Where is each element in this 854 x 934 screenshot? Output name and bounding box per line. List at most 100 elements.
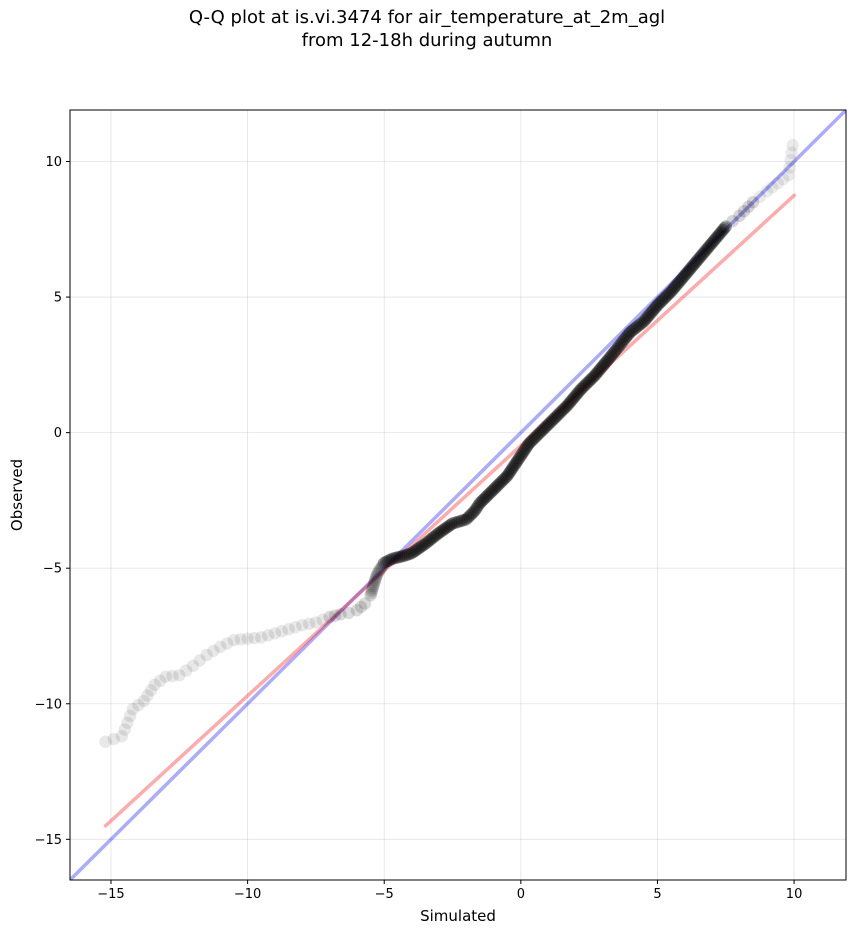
quantile-point <box>547 412 560 426</box>
quantile-point <box>342 606 355 620</box>
quantile-point <box>703 239 716 253</box>
quantile-point <box>561 399 574 412</box>
quantile-point <box>652 297 666 310</box>
y-tick-label: −10 <box>35 697 62 712</box>
quantile-point <box>701 241 715 254</box>
quantile-point <box>737 205 751 218</box>
quantile-point <box>468 505 481 518</box>
quantile-point <box>696 248 709 261</box>
quantile-point <box>472 498 485 512</box>
quantile-point <box>550 409 563 423</box>
quantile-point <box>602 353 615 366</box>
quantile-point <box>248 631 261 645</box>
quantile-point <box>726 214 739 228</box>
quantile-point <box>401 548 414 561</box>
quantile-point <box>640 312 653 325</box>
quantile-point <box>603 351 616 364</box>
quantile-point <box>514 449 527 463</box>
quantile-point <box>386 552 399 565</box>
quantile-point <box>309 616 323 629</box>
quantile-point <box>126 702 140 716</box>
quantile-point <box>541 418 554 432</box>
quantile-point <box>618 332 631 346</box>
quantile-point <box>316 613 329 626</box>
quantile-point <box>517 444 531 457</box>
quantile-point <box>577 380 591 393</box>
y-axis-label: Observed <box>8 459 26 531</box>
quantile-point <box>509 457 522 470</box>
quantile-point <box>657 292 670 306</box>
quantile-point <box>115 730 129 743</box>
quantile-point <box>132 698 145 712</box>
quantile-point <box>671 277 685 290</box>
quantile-point <box>448 516 462 529</box>
y-axis: −15 −10 −5 0 5 10 <box>35 155 70 848</box>
quantile-point <box>261 629 275 642</box>
quantile-point <box>207 644 220 658</box>
quantile-point <box>497 472 511 486</box>
quantile-point <box>536 423 550 436</box>
quantile-point <box>491 478 505 492</box>
quantile-point <box>275 625 288 638</box>
quantile-point <box>712 228 726 241</box>
reference-lines <box>70 110 846 880</box>
quantile-point <box>415 539 428 553</box>
quantile-point <box>545 414 559 427</box>
quantile-point <box>520 440 533 454</box>
quantile-point <box>576 381 589 394</box>
quantile-point <box>689 256 702 269</box>
quantile-point <box>649 300 663 314</box>
quantile-point <box>412 542 425 555</box>
quantile-point <box>234 633 247 646</box>
quantile-point <box>268 627 282 640</box>
quantile-point <box>507 460 520 474</box>
quantile-point <box>539 420 553 433</box>
quantile-point <box>658 291 672 304</box>
quantile-point <box>551 408 565 421</box>
quantile-point <box>220 637 234 650</box>
y-tick-label: −15 <box>35 833 62 848</box>
quantile-point <box>354 600 368 614</box>
quantile-point <box>583 374 597 387</box>
quantile-point <box>535 424 548 438</box>
quantile-point <box>500 469 514 483</box>
quantile-point <box>621 329 634 342</box>
quantile-point <box>714 226 727 240</box>
quantile-point <box>704 238 717 251</box>
quantile-point <box>289 620 302 634</box>
quantile-point <box>179 664 193 677</box>
quantile-point <box>392 550 406 564</box>
quantile-point <box>432 526 446 540</box>
quantile-point <box>424 533 437 546</box>
quantile-point <box>413 541 427 554</box>
quantile-point <box>323 610 336 624</box>
quantile-point <box>463 509 476 523</box>
x-axis-label: Simulated <box>420 907 496 925</box>
quantile-point <box>137 694 150 708</box>
quantile-point <box>419 537 432 551</box>
quantile-point <box>475 495 488 508</box>
quantile-point <box>574 383 588 396</box>
quantile-point <box>159 670 172 683</box>
quantile-point <box>692 252 705 266</box>
quantile-point <box>782 168 795 182</box>
quantile-point <box>604 349 618 363</box>
quantile-point <box>608 344 622 358</box>
quantile-point <box>494 475 508 489</box>
quantile-point <box>484 486 497 499</box>
quantile-point <box>476 493 490 507</box>
quantile-point <box>760 185 773 198</box>
quantile-point <box>493 477 506 490</box>
quantile-point <box>367 577 381 591</box>
quantile-point <box>296 618 309 632</box>
quantile-point <box>478 492 491 505</box>
quantile-point <box>686 259 700 272</box>
quantile-point <box>746 195 760 209</box>
quantile-point <box>607 346 620 359</box>
quantile-point <box>499 471 512 484</box>
quantile-point <box>374 562 388 575</box>
quantile-point <box>427 530 440 544</box>
quantile-point <box>776 172 790 186</box>
quantile-point <box>496 474 509 487</box>
